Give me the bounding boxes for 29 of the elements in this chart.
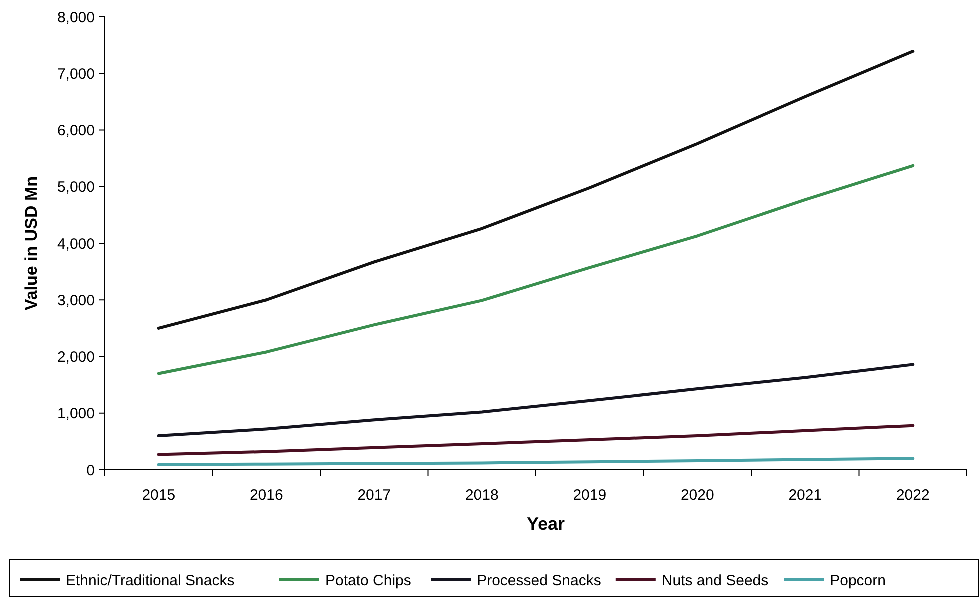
y-tick-label: 6,000 (57, 122, 95, 140)
line-series (157, 363, 915, 438)
x-tick-label: 2020 (680, 487, 714, 504)
x-tick-label: 2017 (358, 487, 392, 504)
y-tick-label: 7,000 (57, 66, 95, 83)
y-tick-label: 4,000 (57, 236, 95, 253)
y-axis-title: Value in USD Mn (22, 176, 41, 311)
line-series (157, 457, 915, 466)
legend-label: Nuts and Seeds (662, 572, 769, 590)
x-tick-label: 2018 (465, 487, 499, 504)
y-tick-label: 0 (86, 462, 95, 480)
x-tick-label: 2022 (896, 487, 930, 504)
y-tick-label: 2,000 (57, 349, 95, 366)
x-tick-label: 2021 (788, 487, 822, 504)
legend-label: Popcorn (830, 572, 886, 590)
line-series (157, 164, 915, 376)
line-series (157, 424, 915, 456)
y-tick-label: 3,000 (57, 292, 95, 310)
x-axis-title: Year (526, 514, 566, 534)
legend-label: Ethnic/Traditional Snacks (66, 572, 235, 590)
y-tick-label: 8,000 (57, 9, 95, 26)
y-tick-label: 1,000 (57, 406, 95, 423)
legend-label: Potato Chips (326, 572, 412, 590)
x-tick-label: 2019 (573, 487, 607, 504)
legend-label: Processed Snacks (477, 572, 602, 590)
x-tick-label: 2015 (142, 487, 176, 504)
line-series (157, 50, 915, 330)
y-tick-label: 5,000 (57, 179, 95, 196)
x-tick-label: 2016 (250, 487, 284, 504)
